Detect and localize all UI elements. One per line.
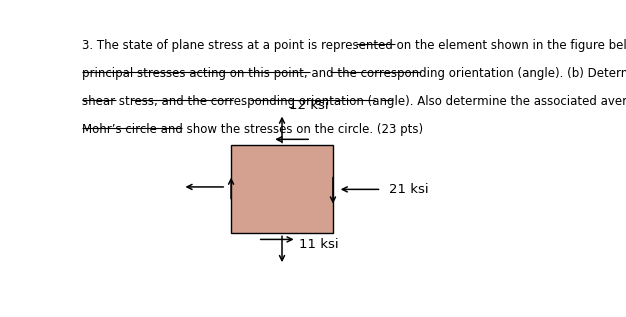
Text: shear stress, and the corresponding orientation (angle). Also determine the asso: shear stress, and the corresponding orie… (82, 95, 626, 108)
Text: Mohr’s circle and show the stresses on the circle. (23 pts): Mohr’s circle and show the stresses on t… (82, 124, 423, 137)
Bar (231, 146, 333, 233)
Text: 12 ksi: 12 ksi (289, 100, 329, 113)
Text: 11 ksi: 11 ksi (299, 238, 339, 251)
Text: 21 ksi: 21 ksi (389, 183, 428, 196)
Text: 3. The state of plane stress at a point is represented on the element shown in t: 3. The state of plane stress at a point … (82, 39, 626, 52)
Text: principal stresses acting on this point, and the corresponding orientation (angl: principal stresses acting on this point,… (82, 67, 626, 80)
